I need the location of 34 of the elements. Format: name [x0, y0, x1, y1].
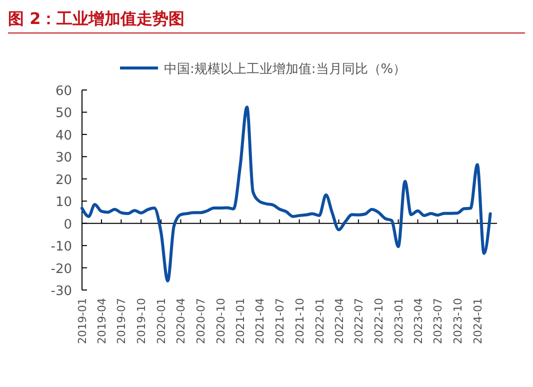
x-tick-label: 2023-04: [412, 298, 425, 344]
x-tick-label: 2019-10: [135, 298, 148, 344]
y-tick-label: 50: [55, 106, 72, 122]
x-tick-label: 2023-01: [392, 298, 406, 344]
y-tick-label: -20: [50, 262, 72, 277]
x-tick-label: 2024-01: [471, 298, 484, 344]
x-tick-label: 2020-07: [194, 298, 208, 344]
x-tick-label: 2022-01: [313, 298, 326, 344]
x-tick-label: 2020-01: [155, 298, 168, 344]
x-tick-label: 2022-04: [332, 298, 346, 344]
line-series: [80, 106, 492, 282]
y-tick-label: 10: [55, 195, 72, 210]
x-tick-label: 2021-01: [234, 298, 248, 344]
y-tick-label: 20: [55, 172, 72, 188]
x-tick-label: 2020-04: [174, 298, 188, 344]
x-tick-label: 2023-10: [451, 298, 464, 344]
y-tick-label: 0: [64, 217, 72, 232]
y-tick-label: 60: [55, 84, 72, 99]
x-tick-label: 2019-07: [115, 298, 128, 344]
y-tick-label: 30: [55, 150, 72, 166]
x-tick-label: 2021-07: [273, 298, 286, 344]
x-tick-label: 2022-10: [372, 298, 386, 344]
x-tick-label: 2019-04: [95, 298, 108, 344]
x-tick-label: 2021-10: [293, 298, 306, 344]
chart-title: 图 2：工业增加值走势图: [8, 9, 185, 28]
legend-label: 中国:规模以上工业增加值:当月同比（%）: [164, 62, 406, 77]
y-tick-label: -30: [50, 284, 72, 299]
x-tick-label: 2021-04: [254, 298, 267, 344]
x-tick-label: 2019-01: [76, 298, 89, 344]
y-tick-label: -10: [50, 240, 72, 255]
x-tick-label: 2023-07: [431, 298, 444, 344]
x-tick-label: 2020-10: [214, 298, 228, 344]
y-tick-label: 40: [55, 128, 72, 144]
x-tick-label: 2022-07: [352, 298, 366, 344]
